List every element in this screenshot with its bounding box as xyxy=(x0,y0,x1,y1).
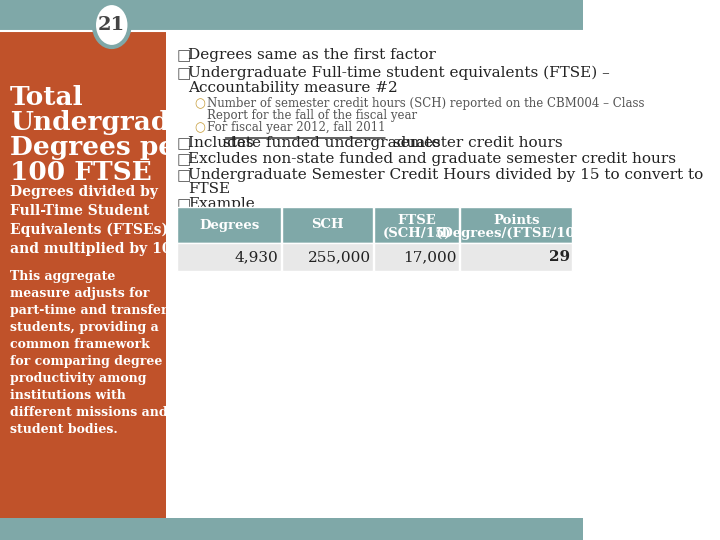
Text: Full-Time Student: Full-Time Student xyxy=(9,204,149,218)
FancyBboxPatch shape xyxy=(0,518,583,540)
Text: 4,930: 4,930 xyxy=(235,250,279,264)
Text: 29: 29 xyxy=(549,250,570,264)
Text: 17,000: 17,000 xyxy=(403,250,456,264)
Text: 100 FTSE: 100 FTSE xyxy=(9,160,151,185)
Text: □: □ xyxy=(176,48,191,63)
Text: semester credit hours: semester credit hours xyxy=(388,136,562,150)
Text: Example: Example xyxy=(188,197,255,211)
Text: common framework: common framework xyxy=(9,338,150,351)
Text: student bodies.: student bodies. xyxy=(9,423,117,436)
Text: institutions with: institutions with xyxy=(9,389,125,402)
FancyBboxPatch shape xyxy=(374,207,459,243)
Text: (SCH/15): (SCH/15) xyxy=(383,226,451,240)
Text: FTSE: FTSE xyxy=(188,182,230,196)
Text: □: □ xyxy=(176,197,191,212)
Text: SCH: SCH xyxy=(312,219,344,232)
Text: productivity among: productivity among xyxy=(9,372,146,385)
Text: Points: Points xyxy=(493,214,540,227)
Text: □: □ xyxy=(176,168,191,183)
Text: 21: 21 xyxy=(98,16,125,34)
Text: Number of semester credit hours (SCH) reported on the CBM004 – Class: Number of semester credit hours (SCH) re… xyxy=(207,97,645,110)
Text: Undergraduate: Undergraduate xyxy=(9,110,234,135)
Text: Excludes non-state funded and graduate semester credit hours: Excludes non-state funded and graduate s… xyxy=(188,152,676,166)
Text: Report for the fall of the fiscal year: Report for the fall of the fiscal year xyxy=(207,109,418,122)
Text: (Degrees/(FTSE/100)): (Degrees/(FTSE/100)) xyxy=(436,226,597,240)
Text: different missions and: different missions and xyxy=(9,406,167,419)
Text: Total: Total xyxy=(9,85,84,110)
Text: Degrees: Degrees xyxy=(199,219,259,232)
FancyBboxPatch shape xyxy=(282,243,373,271)
Text: □: □ xyxy=(176,152,191,167)
Circle shape xyxy=(94,3,130,47)
Text: Degrees per: Degrees per xyxy=(9,135,189,160)
Text: □: □ xyxy=(176,136,191,151)
Text: For fiscal year 2012, fall 2011: For fiscal year 2012, fall 2011 xyxy=(207,121,386,134)
Text: This aggregate: This aggregate xyxy=(9,270,115,283)
FancyBboxPatch shape xyxy=(374,243,459,271)
Text: part-time and transfer: part-time and transfer xyxy=(9,304,167,317)
FancyBboxPatch shape xyxy=(0,30,166,518)
Text: FTSE: FTSE xyxy=(397,214,436,227)
FancyBboxPatch shape xyxy=(460,207,572,243)
Text: □: □ xyxy=(176,66,191,81)
FancyBboxPatch shape xyxy=(176,207,281,243)
Text: students, providing a: students, providing a xyxy=(9,321,158,334)
Text: 255,000: 255,000 xyxy=(307,250,371,264)
FancyBboxPatch shape xyxy=(176,243,281,271)
FancyBboxPatch shape xyxy=(460,243,572,271)
Text: Undergraduate Full-time student equivalents (FTSE) –: Undergraduate Full-time student equivale… xyxy=(188,66,610,80)
FancyBboxPatch shape xyxy=(0,0,583,30)
Text: Includes: Includes xyxy=(188,136,258,150)
Text: Degrees same as the first factor: Degrees same as the first factor xyxy=(188,48,436,62)
Text: Undergraduate Semester Credit Hours divided by 15 to convert to: Undergraduate Semester Credit Hours divi… xyxy=(188,168,703,182)
Text: state funded undergraduate: state funded undergraduate xyxy=(222,136,440,150)
Text: measure adjusts for: measure adjusts for xyxy=(9,287,149,300)
FancyBboxPatch shape xyxy=(282,207,373,243)
Text: for comparing degree: for comparing degree xyxy=(9,355,162,368)
Text: ○: ○ xyxy=(194,97,205,110)
Text: Equivalents (FTSEs): Equivalents (FTSEs) xyxy=(9,223,168,238)
Text: ○: ○ xyxy=(194,121,205,134)
Text: Accountability measure #2: Accountability measure #2 xyxy=(188,81,397,95)
Text: and multiplied by 100.: and multiplied by 100. xyxy=(9,242,186,256)
Text: Degrees divided by: Degrees divided by xyxy=(9,185,158,199)
